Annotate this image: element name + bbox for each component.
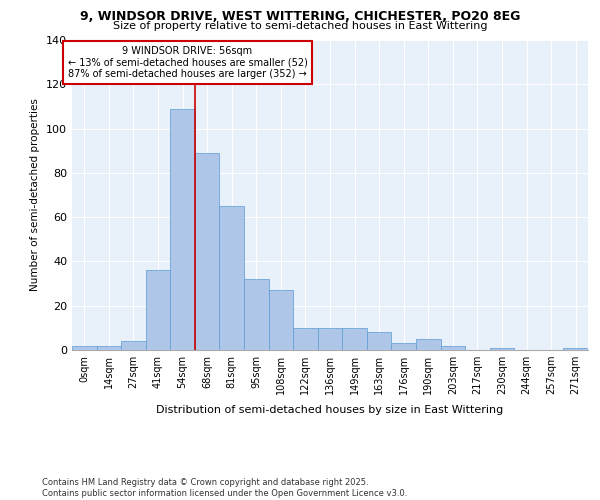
Bar: [367, 332, 391, 350]
Bar: [563, 348, 588, 350]
Bar: [416, 339, 440, 350]
Text: 9, WINDSOR DRIVE, WEST WITTERING, CHICHESTER, PO20 8EG: 9, WINDSOR DRIVE, WEST WITTERING, CHICHE…: [80, 10, 520, 23]
Y-axis label: Number of semi-detached properties: Number of semi-detached properties: [31, 98, 40, 292]
Bar: [195, 153, 220, 350]
Bar: [318, 328, 342, 350]
Bar: [121, 341, 146, 350]
Text: 9 WINDSOR DRIVE: 56sqm
← 13% of semi-detached houses are smaller (52)
87% of sem: 9 WINDSOR DRIVE: 56sqm ← 13% of semi-det…: [68, 46, 307, 80]
Bar: [170, 108, 195, 350]
Bar: [146, 270, 170, 350]
Bar: [293, 328, 318, 350]
Bar: [490, 348, 514, 350]
Bar: [244, 279, 269, 350]
Bar: [269, 290, 293, 350]
Bar: [220, 206, 244, 350]
Bar: [342, 328, 367, 350]
Bar: [97, 346, 121, 350]
X-axis label: Distribution of semi-detached houses by size in East Wittering: Distribution of semi-detached houses by …: [157, 406, 503, 415]
Bar: [72, 346, 97, 350]
Bar: [440, 346, 465, 350]
Text: Size of property relative to semi-detached houses in East Wittering: Size of property relative to semi-detach…: [113, 21, 487, 31]
Text: Contains HM Land Registry data © Crown copyright and database right 2025.
Contai: Contains HM Land Registry data © Crown c…: [42, 478, 407, 498]
Bar: [391, 344, 416, 350]
